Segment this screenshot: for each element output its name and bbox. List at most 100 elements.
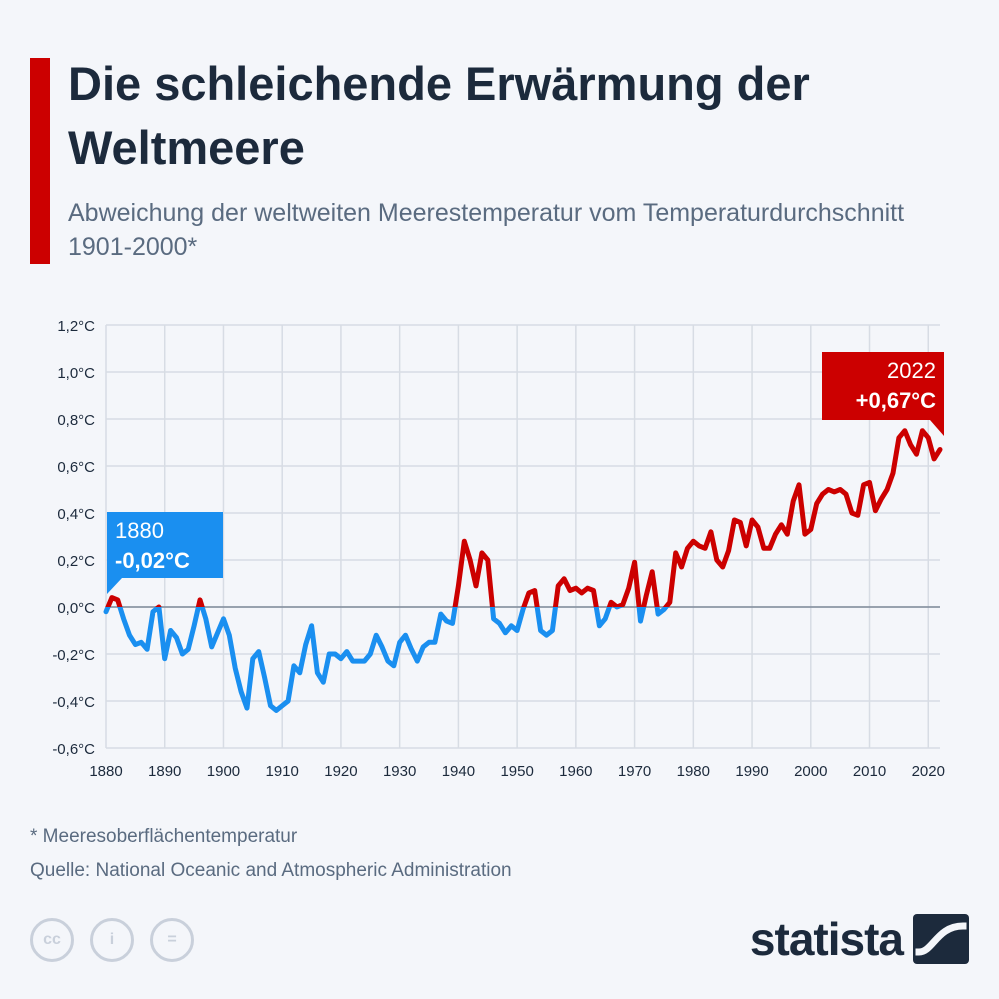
data-point bbox=[868, 480, 872, 484]
grid bbox=[105, 324, 940, 749]
data-point bbox=[785, 532, 789, 536]
data-point bbox=[210, 645, 214, 649]
data-point bbox=[433, 640, 437, 644]
annotation-end-value: +0,67°C bbox=[856, 388, 936, 413]
data-point bbox=[186, 647, 190, 651]
by-icon[interactable]: i bbox=[90, 918, 134, 962]
data-point bbox=[380, 645, 384, 649]
data-point bbox=[116, 598, 120, 602]
data-point bbox=[415, 659, 419, 663]
data-point bbox=[468, 558, 472, 562]
x-tick-label: 1890 bbox=[148, 763, 181, 780]
y-tick-label: 1,0°C bbox=[57, 365, 95, 382]
annotation-start-year: 1880 bbox=[115, 518, 164, 543]
temperature-line-chart: -0,6°C -0,4°C -0,2°C 0,0°C 0,2°C 0,4°C 0,6°C 0,… bbox=[52, 318, 945, 780]
x-tick-label: 1970 bbox=[618, 763, 651, 780]
statista-logo[interactable]: statista bbox=[750, 912, 969, 966]
y-tick-label: 0,8°C bbox=[57, 412, 95, 429]
x-tick-label: 1910 bbox=[266, 763, 299, 780]
data-point bbox=[750, 518, 754, 522]
data-point bbox=[562, 577, 566, 581]
annotation-start-box bbox=[107, 512, 223, 578]
source-link[interactable]: Quelle: National Oceanic and Atmospheric… bbox=[30, 860, 512, 881]
data-point bbox=[838, 488, 842, 492]
data-point bbox=[421, 645, 425, 649]
data-point bbox=[539, 629, 543, 633]
data-point bbox=[509, 624, 513, 628]
data-point bbox=[897, 436, 901, 440]
data-point bbox=[791, 499, 795, 503]
data-point bbox=[133, 643, 137, 647]
data-point bbox=[844, 492, 848, 496]
data-point bbox=[709, 530, 713, 534]
data-point bbox=[321, 680, 325, 684]
data-point bbox=[615, 605, 619, 609]
data-point bbox=[198, 598, 202, 602]
data-point bbox=[873, 509, 877, 513]
data-point bbox=[374, 633, 378, 637]
data-point bbox=[609, 600, 613, 604]
data-point bbox=[498, 621, 502, 625]
data-point bbox=[139, 640, 143, 644]
data-point bbox=[674, 551, 678, 555]
data-point bbox=[104, 610, 108, 614]
data-point bbox=[392, 664, 396, 668]
annotation-start-pointer bbox=[107, 578, 122, 594]
annotation-end: 2022 +0,67°C bbox=[822, 352, 944, 436]
data-point bbox=[891, 471, 895, 475]
data-point bbox=[744, 544, 748, 548]
y-axis-ticks: -0,6°C -0,4°C -0,2°C 0,0°C 0,2°C 0,4°C 0,6°C 0,… bbox=[52, 318, 95, 758]
x-tick-label: 2010 bbox=[853, 763, 886, 780]
data-point bbox=[221, 617, 225, 621]
license-icons: cc i = bbox=[30, 918, 194, 962]
data-point bbox=[915, 452, 919, 456]
series-line-cold bbox=[103, 607, 670, 713]
data-point bbox=[574, 586, 578, 590]
data-point bbox=[627, 586, 631, 590]
data-point bbox=[544, 633, 548, 637]
page-title: Die schleichende Erwärmung der Weltmeere bbox=[68, 57, 810, 174]
data-point bbox=[298, 671, 302, 675]
data-point bbox=[603, 617, 607, 621]
data-point bbox=[938, 448, 942, 452]
data-point bbox=[163, 657, 167, 661]
data-point bbox=[310, 624, 314, 628]
data-point bbox=[192, 624, 196, 628]
data-point bbox=[292, 664, 296, 668]
data-point bbox=[650, 570, 654, 574]
data-point bbox=[180, 652, 184, 656]
data-point bbox=[644, 593, 648, 597]
data-point bbox=[920, 429, 924, 433]
data-point bbox=[127, 633, 131, 637]
data-point bbox=[586, 586, 590, 590]
series-line-warm bbox=[105, 428, 943, 607]
data-point bbox=[280, 704, 284, 708]
data-point bbox=[386, 659, 390, 663]
data-point bbox=[856, 513, 860, 517]
data-point bbox=[762, 546, 766, 550]
data-point bbox=[486, 558, 490, 562]
title-accent-bar bbox=[30, 58, 50, 264]
data-point bbox=[122, 617, 126, 621]
data-point bbox=[533, 589, 537, 593]
nd-icon[interactable]: = bbox=[150, 918, 194, 962]
data-point bbox=[727, 549, 731, 553]
data-point bbox=[774, 532, 778, 536]
annotation-start-value: -0,02°C bbox=[115, 548, 190, 573]
cc-icon[interactable]: cc bbox=[30, 918, 74, 962]
x-tick-label: 2000 bbox=[794, 763, 827, 780]
data-point bbox=[398, 640, 402, 644]
annotation-end-pointer bbox=[930, 420, 944, 436]
data-point bbox=[821, 492, 825, 496]
data-point bbox=[556, 584, 560, 588]
data-point bbox=[703, 546, 707, 550]
x-tick-label: 1960 bbox=[559, 763, 592, 780]
data-point bbox=[591, 589, 595, 593]
data-point bbox=[286, 699, 290, 703]
data-point bbox=[826, 488, 830, 492]
data-point bbox=[351, 659, 355, 663]
data-point bbox=[204, 617, 208, 621]
data-point bbox=[345, 650, 349, 654]
data-point bbox=[926, 436, 930, 440]
data-point bbox=[515, 629, 519, 633]
